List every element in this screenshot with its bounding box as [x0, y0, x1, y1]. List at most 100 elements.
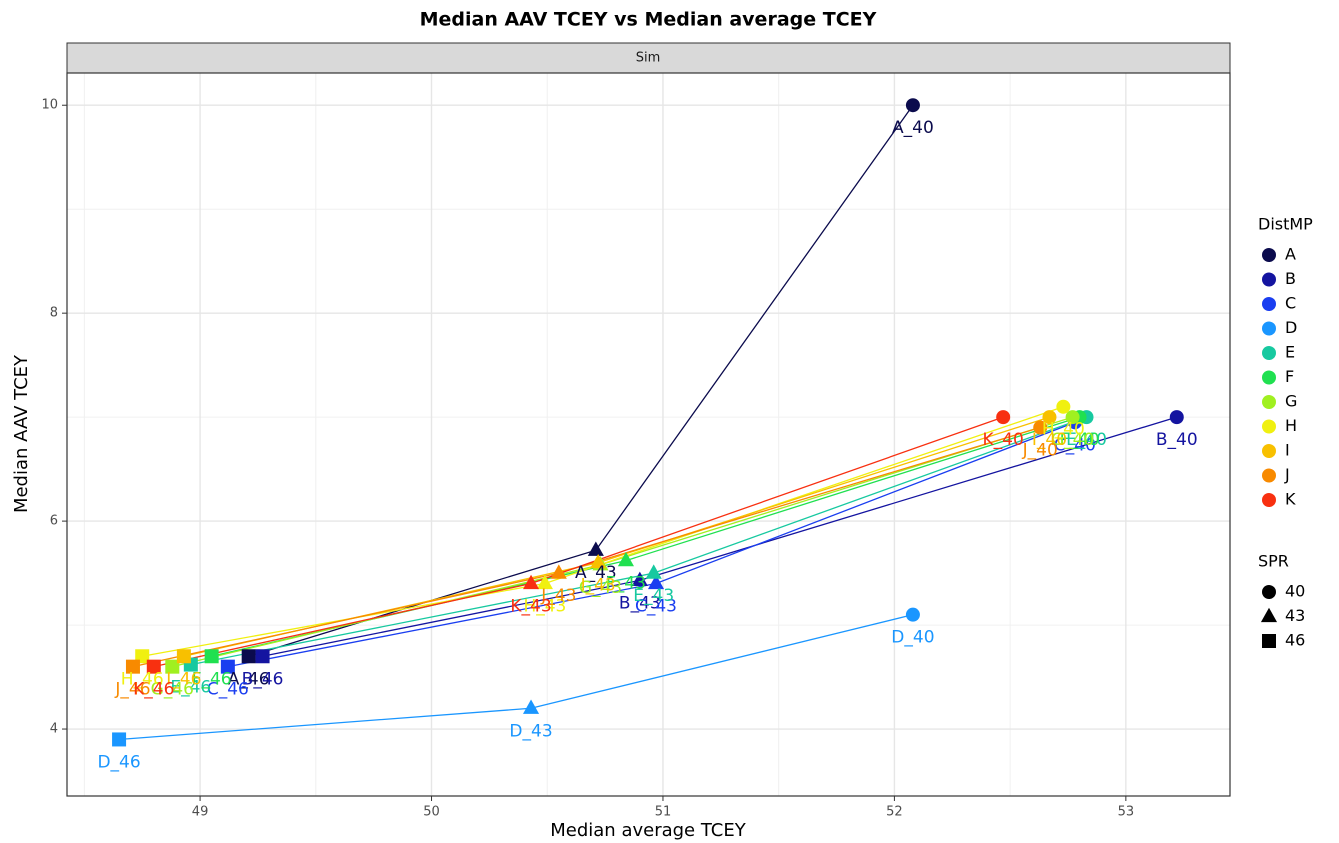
- legend-key: [1260, 607, 1278, 623]
- legend-label: 43: [1285, 606, 1305, 625]
- point-label: D_43: [509, 721, 552, 741]
- point-label: B_40: [1156, 430, 1198, 450]
- point-label: K_46: [133, 680, 174, 700]
- point-label: G_46: [151, 680, 194, 700]
- point-label: C_43: [635, 596, 677, 616]
- point-label: C_40: [1054, 435, 1096, 455]
- point-label: G_43: [579, 578, 622, 598]
- point-label: I_46: [166, 669, 201, 689]
- point-label: J_46: [114, 680, 150, 700]
- point: [590, 553, 607, 569]
- x-tick-label: 53: [1118, 805, 1135, 820]
- point-label: A_40: [892, 118, 934, 138]
- legend-key: [1262, 272, 1276, 287]
- legend-key: [1262, 346, 1276, 360]
- legend-label: 46: [1285, 631, 1305, 650]
- facet-label: Sim: [636, 51, 661, 66]
- point-label: A_43: [575, 563, 617, 583]
- y-tick-label: 4: [50, 722, 58, 737]
- legend-key: [1262, 297, 1276, 311]
- x-tick-label: 51: [655, 805, 672, 820]
- y-tick-label: 6: [50, 514, 58, 529]
- legend-key: [1262, 585, 1276, 599]
- point: [647, 574, 665, 590]
- point-label: C_46: [207, 680, 249, 700]
- point: [631, 571, 648, 586]
- point: [1169, 410, 1184, 425]
- point-label: E_40: [1066, 430, 1107, 450]
- legend-key: [1262, 419, 1276, 434]
- point: [1033, 420, 1048, 435]
- point: [1042, 410, 1057, 425]
- legend-title: SPR: [1258, 552, 1289, 571]
- point: [176, 649, 191, 664]
- point: [165, 659, 180, 674]
- y-axis-label: Median AAV TCEY: [11, 354, 32, 513]
- legend-label: G: [1285, 392, 1297, 411]
- point-label: A_46: [228, 669, 270, 689]
- legend-key: [1262, 493, 1276, 507]
- point-label: F_46: [192, 669, 232, 689]
- legend-label: F: [1285, 367, 1294, 386]
- legend-label: 40: [1285, 582, 1305, 601]
- facet-strip: [66, 42, 1231, 74]
- legend-label: D: [1285, 318, 1297, 337]
- legend-key: [1262, 248, 1276, 262]
- point: [550, 564, 567, 579]
- legend-title: DistMP: [1258, 215, 1313, 234]
- point-label: F_40: [1060, 430, 1100, 450]
- y-tick-label: 8: [50, 306, 58, 321]
- legend-label: J: [1284, 465, 1290, 484]
- point-label: H_43: [523, 596, 566, 616]
- x-tick-label: 49: [192, 805, 209, 820]
- legend-label: A: [1285, 245, 1296, 264]
- point: [522, 699, 540, 714]
- legend-label: B: [1285, 269, 1296, 288]
- point: [112, 732, 127, 747]
- chart-title: Median AAV TCEY vs Median average TCEY: [420, 9, 877, 31]
- point: [617, 551, 634, 567]
- point-label: H_40: [1042, 420, 1085, 440]
- point-label: K_40: [983, 430, 1024, 450]
- point: [1065, 410, 1080, 425]
- point: [125, 659, 140, 674]
- point: [996, 410, 1011, 425]
- point: [905, 607, 920, 622]
- legend-key: [1262, 395, 1276, 409]
- point-label: J_40: [1022, 441, 1058, 461]
- point-label: F_43: [606, 574, 646, 594]
- point-label: D_46: [97, 752, 140, 772]
- point-label: I_43: [581, 576, 616, 596]
- y-tick-label: 10: [41, 98, 58, 113]
- legend-key: [1262, 634, 1276, 648]
- point: [241, 649, 256, 664]
- legend-label: K: [1285, 490, 1296, 509]
- point: [1056, 399, 1071, 414]
- legend-label: I: [1285, 441, 1290, 460]
- point: [587, 541, 604, 556]
- legend-label: H: [1285, 416, 1297, 435]
- legend-label: E: [1285, 343, 1295, 362]
- point-label: J_43: [540, 586, 576, 606]
- point-label: E_46: [170, 678, 211, 698]
- point: [204, 649, 219, 664]
- panel: [67, 73, 1230, 796]
- point: [220, 659, 235, 674]
- point-label: K_43: [510, 596, 551, 616]
- point-label: G_40: [1051, 430, 1094, 450]
- legend-key: [1262, 444, 1276, 458]
- legend-key: [1262, 468, 1276, 483]
- x-axis-label: Median average TCEY: [550, 820, 746, 841]
- panel-border: [66, 72, 1231, 797]
- point: [146, 659, 161, 674]
- point: [905, 98, 920, 113]
- legend-label: C: [1285, 294, 1296, 313]
- point-label: D_40: [891, 628, 934, 648]
- legend-key: [1262, 321, 1276, 336]
- point: [645, 564, 662, 579]
- point: [522, 574, 540, 590]
- x-tick-label: 52: [886, 805, 903, 820]
- point-label: E_43: [633, 586, 674, 606]
- legend-key: [1262, 370, 1276, 385]
- point: [536, 574, 553, 590]
